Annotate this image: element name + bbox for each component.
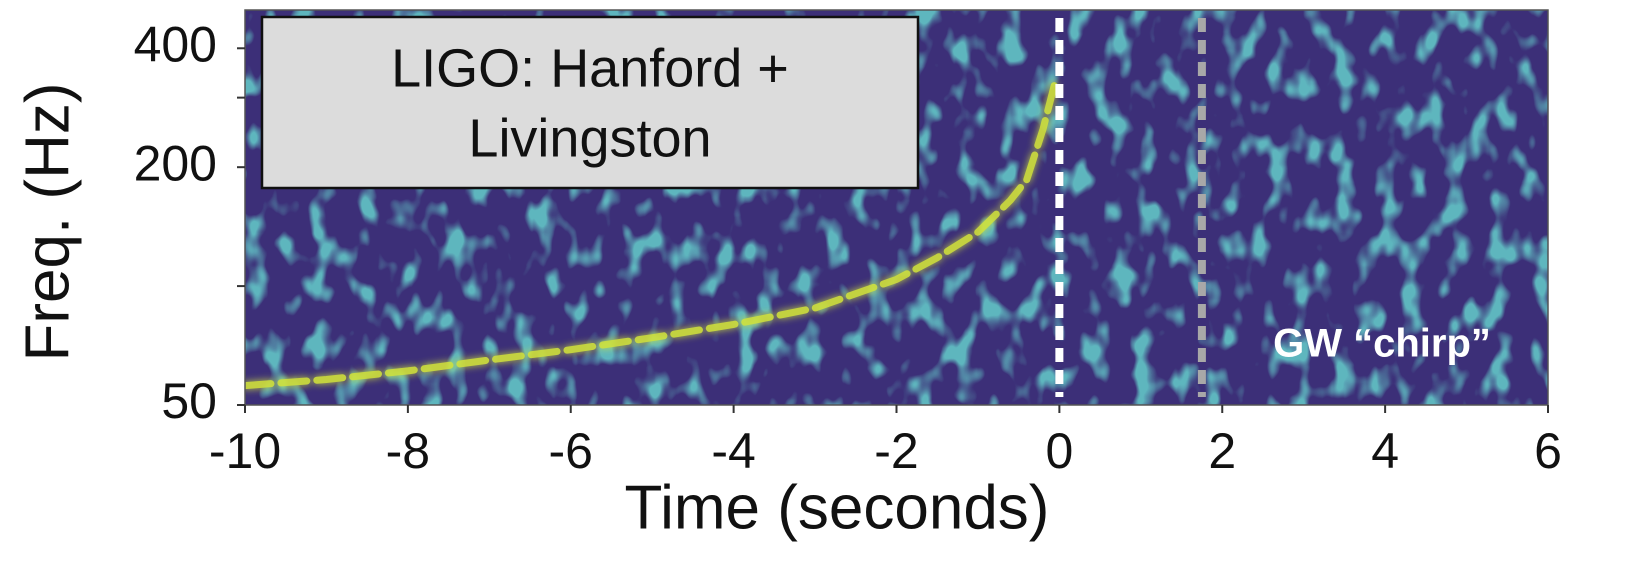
y-tick-label: 400 bbox=[134, 16, 217, 72]
plot-layer bbox=[245, 18, 1206, 397]
x-tick-label: -4 bbox=[711, 423, 755, 479]
x-tick-label: -10 bbox=[209, 423, 281, 479]
y-tick-label: 200 bbox=[134, 135, 217, 191]
label-box-text: Livingston bbox=[468, 108, 711, 168]
x-tick-label: 4 bbox=[1371, 423, 1399, 479]
y-axis-title: Freq. (Hz) bbox=[13, 83, 82, 362]
x-tick-label: 0 bbox=[1045, 423, 1073, 479]
y-tick-label: 50 bbox=[161, 373, 217, 429]
x-axis-title: Time (seconds) bbox=[625, 473, 1050, 542]
chirp-track bbox=[245, 77, 1059, 390]
x-tick-label: -6 bbox=[549, 423, 593, 479]
label-box-text: LIGO: Hanford + bbox=[391, 38, 789, 98]
x-tick-label: 2 bbox=[1208, 423, 1236, 479]
annotation: GW “chirp” bbox=[1273, 322, 1491, 366]
label-box bbox=[260, 15, 920, 190]
x-tick-label: -2 bbox=[874, 423, 918, 479]
x-tick-label: 6 bbox=[1534, 423, 1562, 479]
x-tick-label: -8 bbox=[386, 423, 430, 479]
